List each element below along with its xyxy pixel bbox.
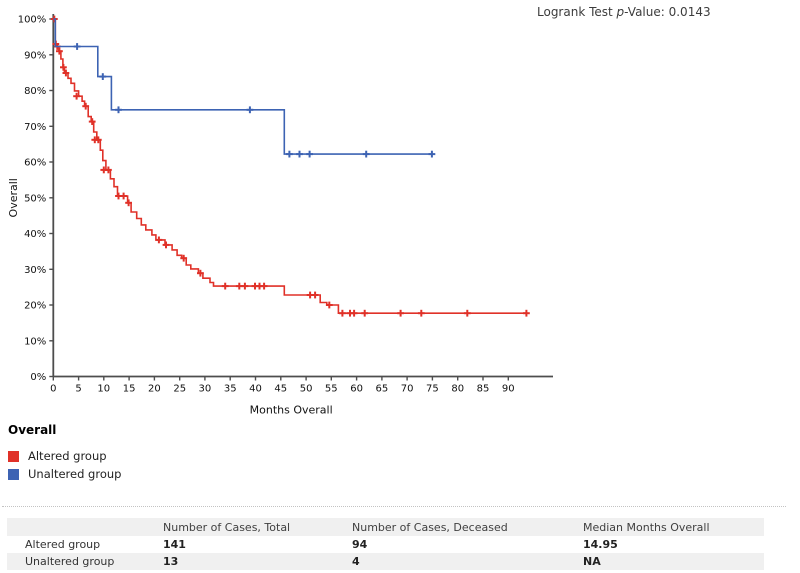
svg-text:80: 80	[451, 384, 464, 395]
unaltered-total: 13	[163, 555, 179, 568]
y-axis: 0% 10% 20% 30% 40% 50% 60% 70% 80% 90% 100% Overall	[7, 14, 55, 383]
altered-deceased: 94	[352, 538, 368, 551]
svg-text:40%: 40%	[24, 229, 46, 240]
svg-text:30: 30	[199, 384, 212, 395]
svg-text:10%: 10%	[24, 336, 46, 347]
col-header-median: Median Months Overall	[583, 520, 710, 534]
pvalue-prefix: Logrank Test	[537, 5, 617, 19]
col-header-total: Number of Cases, Total	[163, 520, 291, 534]
svg-text:20: 20	[148, 384, 161, 395]
svg-text:0%: 0%	[30, 372, 46, 383]
legend-title: Overall	[8, 423, 57, 437]
unaltered-deceased: 4	[352, 555, 360, 568]
col-header-deceased: Number of Cases, Deceased	[352, 520, 508, 534]
legend-item-altered[interactable]: Altered group	[8, 447, 121, 465]
altered-group-swatch	[8, 450, 19, 462]
table-row-unaltered: Unaltered group 13 4 NA	[7, 553, 764, 570]
table-row-altered: Altered group 141 94 14.95	[7, 536, 764, 553]
logrank-pvalue: Logrank Test p-Value: 0.0143	[537, 5, 711, 19]
legend-item-unaltered[interactable]: Unaltered group	[8, 465, 121, 483]
svg-text:20%: 20%	[24, 301, 46, 312]
unaltered-median: NA	[583, 555, 601, 568]
summary-header-row: Number of Cases, Total Number of Cases, …	[7, 518, 764, 536]
pvalue-p-italic: p	[616, 5, 625, 19]
chart-legend: Overall Altered group Unaltered group	[8, 423, 121, 483]
svg-text:45: 45	[274, 384, 287, 395]
legend-label-altered: Altered group	[28, 449, 107, 463]
svg-text:90%: 90%	[24, 50, 46, 61]
svg-text:10: 10	[97, 384, 110, 395]
km-survival-chart[interactable]: 0% 10% 20% 30% 40% 50% 60% 70% 80% 90% 100% Overall…	[0, 0, 800, 420]
svg-text:25: 25	[173, 384, 186, 395]
svg-text:60%: 60%	[24, 158, 46, 169]
svg-text:0: 0	[50, 384, 56, 395]
svg-text:35: 35	[224, 384, 237, 395]
legend-label-unaltered: Unaltered group	[28, 467, 122, 481]
col-header-group	[7, 518, 163, 536]
svg-text:15: 15	[123, 384, 136, 395]
svg-text:55: 55	[325, 384, 338, 395]
x-axis: 0 5 10 15 20 25 30 35 40 45 50 55 60 65 70 75 80 85 90 Mont…	[50, 375, 553, 417]
row-label-altered: Altered group	[25, 538, 101, 551]
svg-text:65: 65	[376, 384, 389, 395]
svg-text:50%: 50%	[24, 193, 46, 204]
unaltered-curve[interactable]	[53, 18, 436, 158]
pvalue-suffix: -Value: 0.0143	[624, 5, 711, 19]
svg-text:70: 70	[401, 384, 414, 395]
svg-text:50: 50	[300, 384, 313, 395]
x-axis-title: Months Overall	[250, 404, 333, 417]
svg-text:90: 90	[502, 384, 515, 395]
row-label-unaltered: Unaltered group	[25, 555, 115, 568]
altered-total: 141	[163, 538, 186, 551]
svg-text:80%: 80%	[24, 86, 46, 97]
svg-text:30%: 30%	[24, 265, 46, 276]
summary-table: Number of Cases, Total Number of Cases, …	[7, 518, 764, 570]
svg-text:60: 60	[350, 384, 363, 395]
svg-text:40: 40	[249, 384, 262, 395]
dotted-separator	[2, 506, 786, 507]
svg-text:70%: 70%	[24, 122, 46, 133]
svg-text:5: 5	[75, 384, 81, 395]
unaltered-group-swatch	[8, 468, 19, 480]
y-axis-title: Overall	[7, 178, 20, 217]
altered-curve[interactable]	[50, 15, 530, 317]
svg-text:100%: 100%	[18, 15, 47, 26]
altered-median: 14.95	[583, 538, 618, 551]
svg-text:75: 75	[426, 384, 439, 395]
svg-text:85: 85	[477, 384, 490, 395]
